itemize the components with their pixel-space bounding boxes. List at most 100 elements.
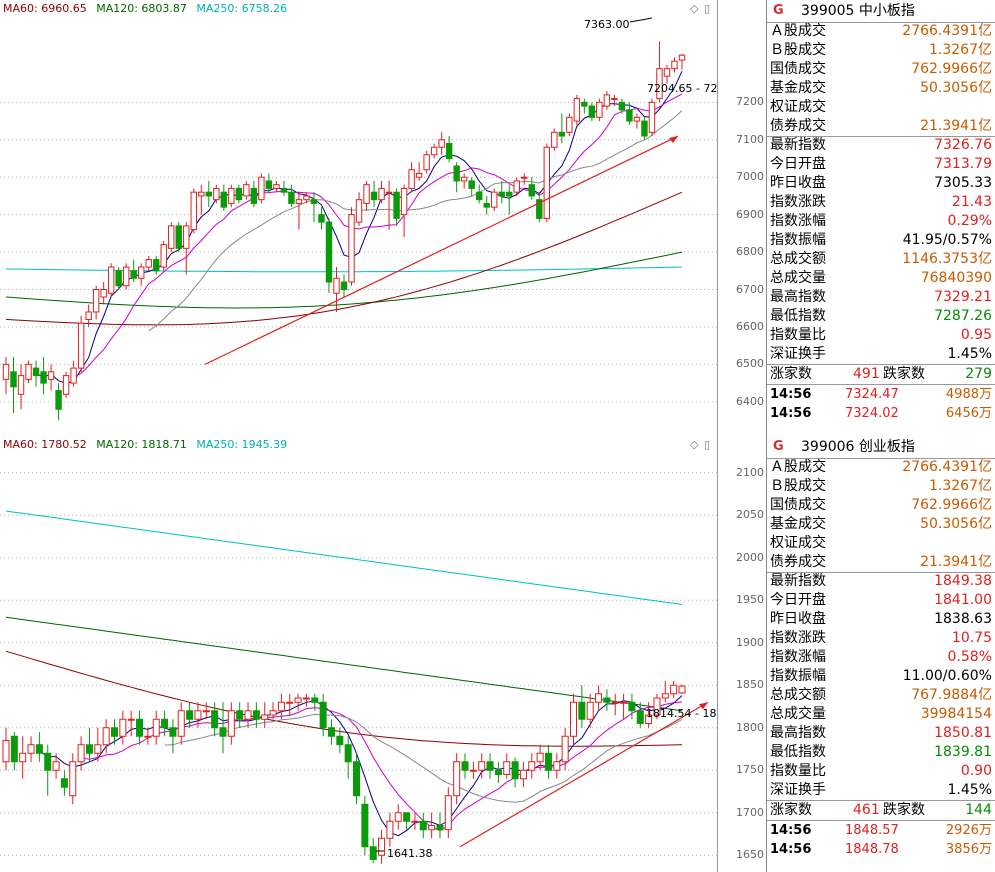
candle[interactable]	[536, 744, 544, 771]
candle[interactable]	[653, 693, 661, 720]
candle[interactable]	[566, 113, 573, 137]
candle[interactable]	[641, 117, 648, 140]
candle[interactable]	[62, 371, 70, 399]
candle[interactable]	[265, 173, 273, 193]
candle[interactable]	[85, 304, 92, 327]
candle[interactable]	[415, 162, 423, 181]
candle[interactable]	[648, 98, 656, 137]
candle[interactable]	[603, 91, 611, 110]
candle[interactable]	[228, 184, 235, 208]
g-icon[interactable]: G	[773, 3, 784, 18]
candle[interactable]	[52, 753, 60, 779]
candle[interactable]	[468, 177, 475, 196]
candle[interactable]	[153, 255, 160, 275]
candle[interactable]	[60, 770, 68, 796]
candle[interactable]	[553, 753, 561, 779]
candle[interactable]	[219, 702, 227, 754]
candle[interactable]	[175, 222, 182, 253]
candle[interactable]	[295, 192, 303, 230]
candle[interactable]	[102, 719, 110, 754]
candle[interactable]	[136, 710, 144, 745]
candle[interactable]	[573, 94, 581, 125]
candle[interactable]	[19, 736, 27, 779]
candle[interactable]	[498, 180, 505, 204]
candle[interactable]	[678, 684, 686, 694]
candle[interactable]	[618, 98, 626, 114]
candle[interactable]	[663, 64, 671, 84]
candle[interactable]	[460, 173, 468, 189]
candle[interactable]	[561, 727, 569, 771]
candle[interactable]	[385, 180, 393, 230]
candle[interactable]	[543, 143, 551, 223]
candle[interactable]	[506, 184, 513, 215]
candle[interactable]	[633, 113, 641, 129]
candle[interactable]	[130, 259, 137, 283]
candle[interactable]	[369, 838, 377, 863]
candle[interactable]	[92, 285, 100, 320]
candle[interactable]	[333, 267, 340, 312]
candle[interactable]	[661, 681, 669, 703]
candle[interactable]	[503, 753, 511, 779]
candle[interactable]	[670, 681, 678, 698]
candle[interactable]	[461, 753, 469, 779]
expand-box-icon[interactable]: ▯	[704, 2, 711, 15]
candle[interactable]	[628, 693, 636, 720]
candle[interactable]	[394, 804, 402, 830]
candle[interactable]	[483, 195, 490, 215]
candle[interactable]	[620, 693, 628, 720]
candle[interactable]	[280, 180, 288, 196]
candle[interactable]	[144, 727, 152, 745]
expand-box-icon[interactable]: ▯	[704, 438, 711, 451]
candle[interactable]	[40, 356, 47, 395]
candle[interactable]	[190, 188, 197, 234]
candle[interactable]	[319, 693, 327, 737]
candle[interactable]	[588, 102, 596, 122]
candle[interactable]	[310, 192, 318, 223]
candle[interactable]	[423, 151, 430, 174]
candle[interactable]	[348, 207, 355, 286]
candle[interactable]	[119, 710, 127, 745]
candle[interactable]	[370, 180, 378, 208]
candle[interactable]	[528, 753, 536, 779]
candle[interactable]	[340, 274, 348, 297]
candle[interactable]	[336, 727, 344, 754]
candle[interactable]	[244, 702, 252, 728]
candle[interactable]	[252, 702, 260, 728]
candle[interactable]	[403, 812, 411, 830]
candlestick-chart-cybz[interactable]: 1641.38 1814.54 - 18	[0, 436, 717, 872]
candle[interactable]	[10, 356, 17, 414]
candle[interactable]	[258, 173, 265, 204]
candle[interactable]	[586, 693, 594, 728]
candle[interactable]	[202, 702, 210, 720]
candle[interactable]	[318, 207, 325, 230]
diamond-icon[interactable]: ◇	[690, 2, 699, 15]
candle[interactable]	[161, 710, 169, 737]
candle[interactable]	[438, 132, 445, 155]
candle[interactable]	[2, 356, 10, 395]
candle[interactable]	[77, 315, 85, 372]
candle[interactable]	[269, 702, 277, 720]
candle[interactable]	[363, 180, 370, 211]
candle[interactable]	[277, 693, 285, 720]
candle[interactable]	[581, 98, 588, 114]
candle[interactable]	[177, 702, 185, 745]
candle[interactable]	[645, 702, 653, 728]
candle[interactable]	[408, 162, 415, 193]
candle[interactable]	[110, 719, 118, 745]
candle[interactable]	[469, 761, 477, 779]
candle[interactable]	[115, 267, 122, 290]
candle[interactable]	[311, 693, 319, 711]
candle[interactable]	[145, 255, 152, 271]
candle[interactable]	[47, 364, 55, 391]
candle[interactable]	[107, 263, 115, 297]
candle[interactable]	[428, 812, 436, 839]
candle[interactable]	[227, 702, 235, 745]
candle[interactable]	[137, 263, 145, 286]
candle[interactable]	[302, 693, 310, 707]
candle[interactable]	[453, 162, 460, 193]
candle[interactable]	[486, 753, 494, 779]
candle[interactable]	[475, 184, 483, 204]
candle[interactable]	[27, 736, 35, 762]
candle[interactable]	[595, 685, 603, 711]
candle[interactable]	[444, 787, 452, 839]
